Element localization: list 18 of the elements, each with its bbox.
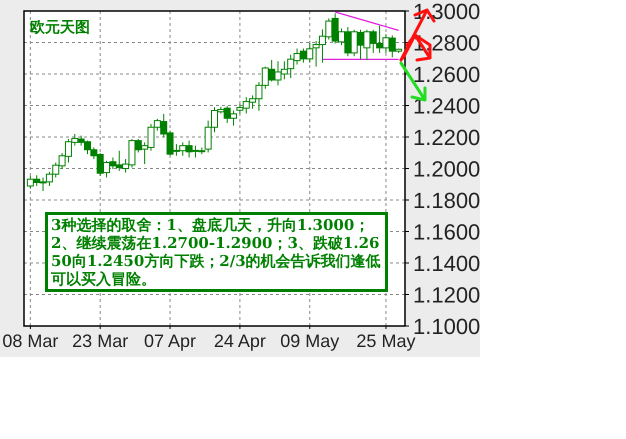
y-tick-label: 1.1200 <box>413 282 480 308</box>
text: 欧元天图 <box>30 18 90 36</box>
y-tick-label: 1.2400 <box>413 94 480 118</box>
x-tick-label: 07 Apr <box>144 331 196 351</box>
annotation: 3种选择的取舍：1、盘底几天，升向1.3000；2、继续震荡在1.2700-1.2900；3、跌破1.2650向1.2450方向下跌；2/3的机会告诉我们逢低可以买入冒险。 <box>45 212 388 292</box>
y-tick-label: 1.1800 <box>413 188 480 213</box>
y-tick-label: 1.2600 <box>413 62 480 87</box>
y-tick-label: 1.2000 <box>413 156 480 182</box>
x-tick-label: 09 May <box>280 331 340 351</box>
x-tick-label: 25 May <box>356 331 416 351</box>
y-tick-label: 1.3000 <box>413 0 480 24</box>
x-tick-label: 24 Apr <box>214 331 266 351</box>
y-tick-label: 1.1600 <box>413 220 480 244</box>
y-tick-label: 1.1000 <box>413 314 480 339</box>
x-tick-label: 08 Mar <box>2 331 58 351</box>
x-tick-label: 23 Mar <box>72 331 128 351</box>
y-tick-label: 1.2200 <box>413 125 480 150</box>
y-tick-label: 1.1400 <box>413 251 480 276</box>
